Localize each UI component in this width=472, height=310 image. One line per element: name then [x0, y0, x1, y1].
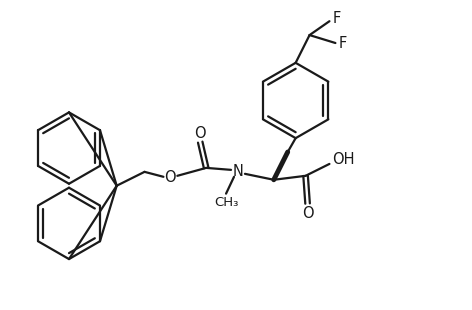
Text: N: N: [233, 164, 244, 179]
Text: O: O: [302, 206, 313, 221]
Text: F: F: [332, 11, 340, 26]
Text: F: F: [338, 36, 346, 51]
Text: CH₃: CH₃: [214, 196, 238, 209]
Text: O: O: [165, 170, 176, 185]
Text: O: O: [194, 126, 206, 141]
Text: OH: OH: [332, 153, 354, 167]
